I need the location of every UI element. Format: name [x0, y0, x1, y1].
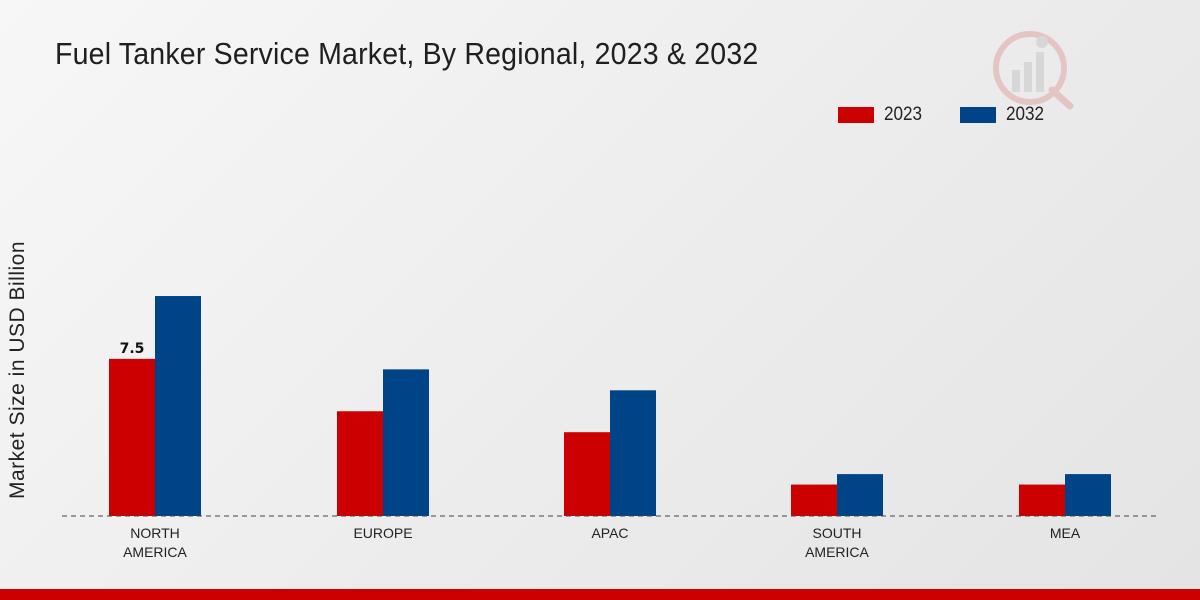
x-tick-label-europe: EUROPE	[353, 525, 412, 541]
bar-2023-north-america	[109, 358, 155, 516]
bar-2032-north-america	[155, 296, 201, 516]
bar-2023-europe	[337, 411, 383, 516]
data-label-2023-0: 7.5	[120, 341, 145, 357]
legend-swatch-2032	[960, 107, 997, 123]
bar-2032-apac	[610, 390, 656, 516]
x-tick-label-south-america: SOUTH AMERICA	[805, 525, 869, 560]
bar-2023-mea	[1019, 484, 1065, 516]
legend-label-2023: 2023	[884, 104, 923, 125]
bar-2023-south-america	[791, 484, 837, 516]
legend-swatch-2023	[838, 107, 874, 123]
legend: 2023 2032	[838, 104, 1083, 126]
chart-title: Fuel Tanker Service Market, By Regional,…	[55, 36, 759, 71]
bar-2032-europe	[383, 369, 429, 516]
x-tick-label-mea: MEA	[1050, 525, 1081, 541]
bottom-accent-bar	[0, 589, 1200, 600]
bar-2032-mea	[1065, 474, 1111, 516]
x-tick-label-north-america: NORTH AMERICA	[123, 525, 187, 560]
bar-2032-south-america	[837, 474, 883, 516]
x-tick-label-apac: APAC	[591, 525, 628, 541]
watermark-logo-icon	[993, 31, 1074, 110]
legend-item-2023: 2023	[838, 104, 926, 126]
bar-2023-apac	[564, 432, 610, 516]
legend-item-2032: 2032	[960, 104, 1048, 126]
legend-label-2032: 2032	[1006, 104, 1045, 125]
